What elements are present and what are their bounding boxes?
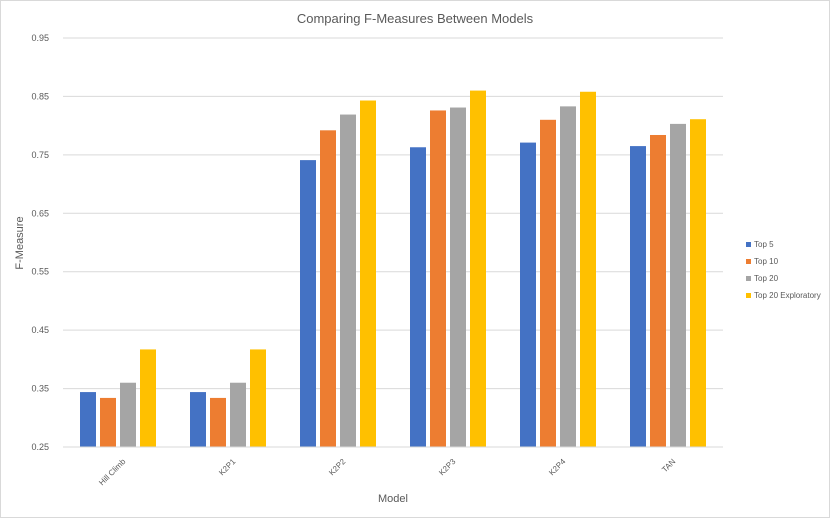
x-tick-label: K2P4 (547, 457, 568, 478)
y-tick-label: 0.75 (31, 150, 49, 160)
bar (120, 382, 136, 447)
legend-swatch (746, 259, 751, 264)
bar (140, 349, 156, 447)
bar (670, 123, 686, 447)
legend-swatch (746, 242, 751, 247)
bar (360, 100, 376, 448)
bar (560, 106, 576, 448)
bar (650, 134, 666, 447)
y-tick-label: 0.95 (31, 33, 49, 43)
bar (430, 110, 446, 448)
bar (80, 392, 96, 447)
y-tick-label: 0.65 (31, 208, 49, 218)
y-tick-label: 0.35 (31, 384, 49, 394)
bar (340, 114, 356, 447)
bar (250, 349, 266, 447)
bar (300, 160, 316, 447)
x-tick-label: Hill Climb (97, 457, 128, 488)
bar (410, 147, 426, 448)
x-axis-title: Model (378, 493, 408, 505)
bar (100, 397, 116, 447)
bar (470, 90, 486, 447)
y-tick-label: 0.85 (31, 91, 49, 101)
y-axis-title: F-Measure (14, 216, 26, 269)
y-axis-ticks: 0.95 0.85 0.75 0.65 0.55 0.45 0.35 0.25 (31, 33, 49, 452)
bar (230, 382, 246, 447)
bar (210, 397, 226, 447)
legend-swatch (746, 276, 751, 281)
bar (580, 91, 596, 448)
bar (630, 146, 646, 448)
bar (690, 119, 706, 448)
bar (190, 392, 206, 447)
x-axis-ticks: Hill Climb K2P1 K2P2 K2P3 K2P4 TAN (97, 457, 677, 488)
legend-label: Top 20 Exploratory (754, 291, 821, 300)
bar (520, 142, 536, 447)
y-tick-label: 0.25 (31, 442, 49, 452)
bars (80, 90, 706, 448)
gridlines (63, 37, 723, 390)
y-tick-label: 0.45 (31, 325, 49, 335)
chart-title: Comparing F-Measures Between Models (297, 11, 534, 26)
bar (320, 130, 336, 447)
x-tick-label: K2P3 (437, 457, 458, 478)
legend-label: Top 10 (754, 257, 779, 266)
y-tick-label: 0.55 (31, 267, 49, 277)
legend: Top 5 Top 10 Top 20 Top 20 Exploratory (746, 240, 821, 300)
x-tick-label: K2P1 (217, 457, 238, 478)
x-tick-label: K2P2 (327, 457, 348, 478)
legend-label: Top 5 (754, 240, 774, 249)
x-tick-label: TAN (660, 457, 677, 474)
bar (450, 107, 466, 447)
bar (540, 119, 556, 448)
legend-label: Top 20 (754, 274, 779, 283)
legend-swatch (746, 293, 751, 298)
